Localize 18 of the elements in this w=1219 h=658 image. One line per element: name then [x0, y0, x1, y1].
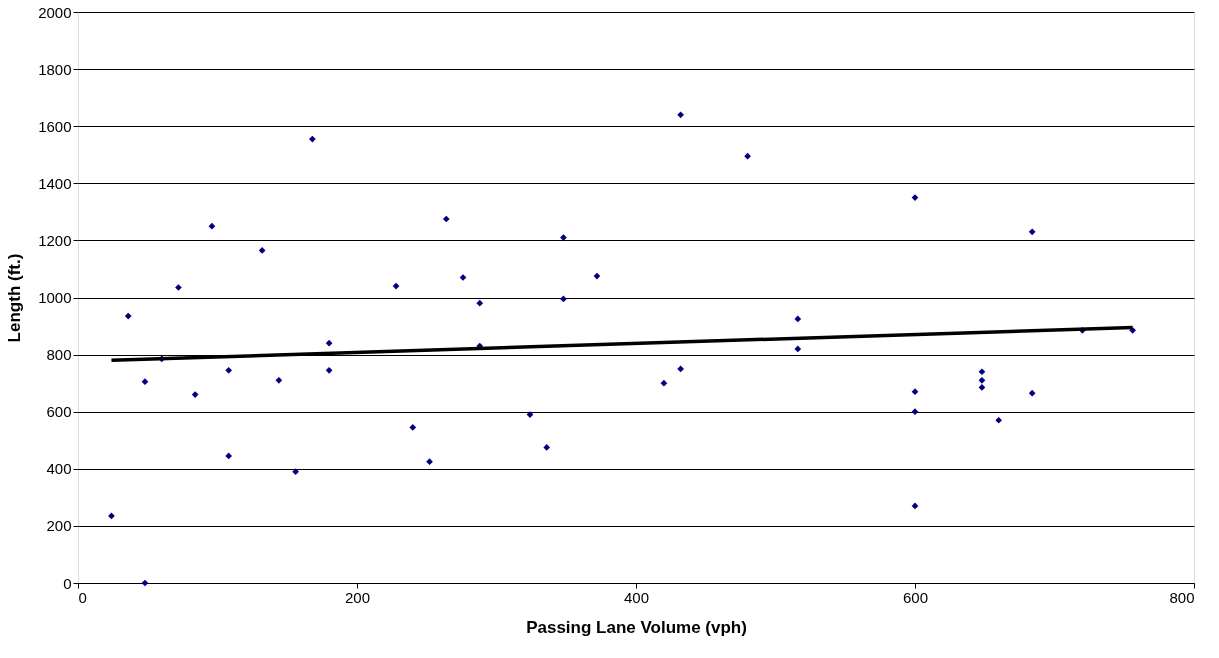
x-tick-label: 800: [1169, 588, 1195, 606]
x-axis-title: Passing Lane Volume (vph): [526, 617, 747, 637]
x-tick-label: 600: [902, 588, 929, 606]
y-axis-title: Length (ft.): [5, 253, 25, 343]
x-tick-label: 200: [344, 588, 371, 606]
y-tick-label: 1600: [38, 117, 72, 135]
y-tick-label: 0: [63, 574, 72, 592]
y-tick-label: 1200: [38, 231, 72, 249]
y-tick-label: 600: [46, 403, 72, 421]
y-tick-label: 1400: [38, 174, 72, 192]
x-tick-label: 0: [78, 588, 87, 606]
y-tick-label: 200: [46, 517, 72, 535]
y-tick-label: 2000: [38, 3, 72, 21]
y-tick-label: 1000: [38, 289, 72, 306]
x-tick-label: 400: [623, 588, 650, 606]
y-tick-label: 400: [46, 460, 72, 478]
y-tick-label: 1800: [38, 60, 72, 78]
y-tick-label: 800: [46, 346, 72, 364]
